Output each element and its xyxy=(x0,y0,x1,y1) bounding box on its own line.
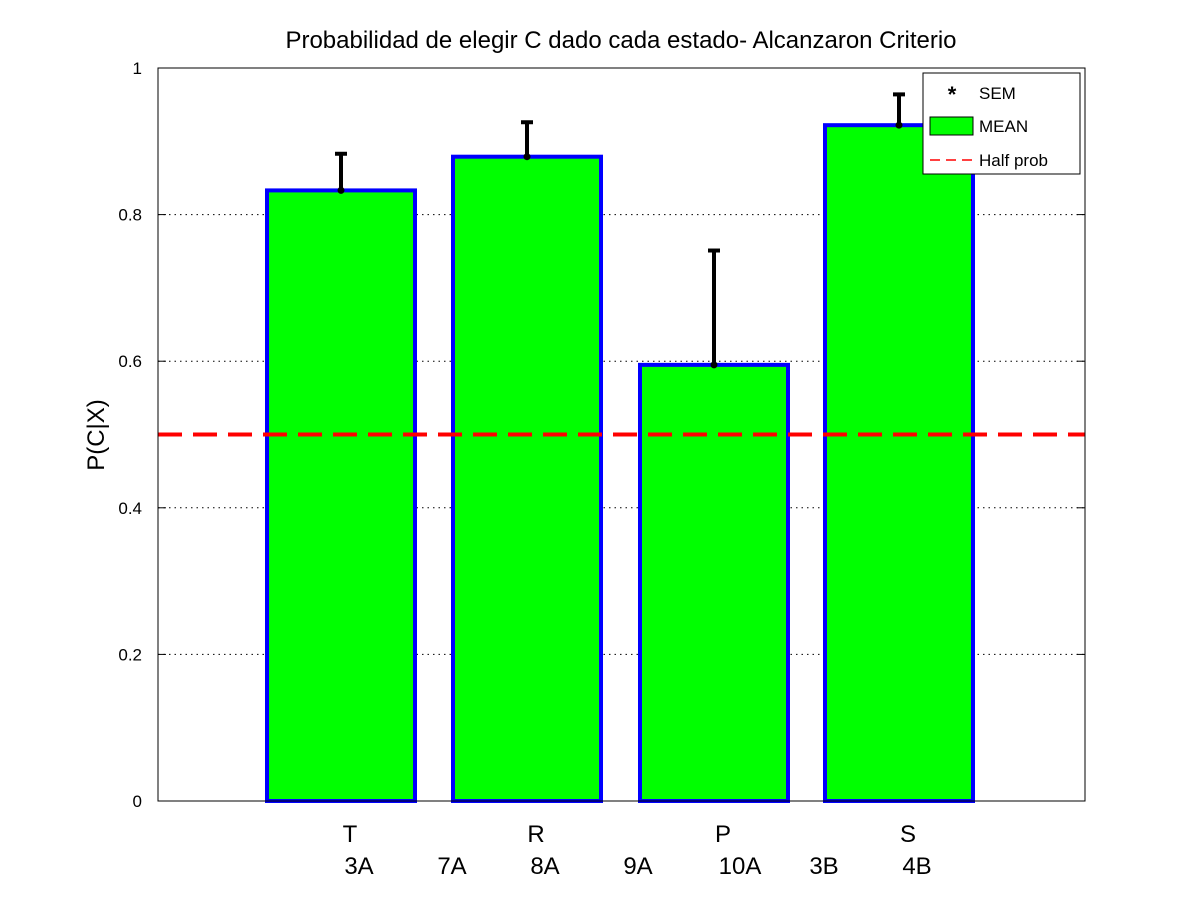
x-sub-label: 8A xyxy=(530,853,559,880)
y-tick-label: 0.4 xyxy=(118,499,142,518)
error-bar-marker xyxy=(895,121,903,129)
x-sub-label: 4B xyxy=(902,853,931,880)
x-sub-label: 3B xyxy=(809,853,838,880)
y-tick-label: 0 xyxy=(133,792,142,811)
bar xyxy=(265,188,417,803)
y-tick-label: 0.8 xyxy=(118,206,142,225)
x-sub-label: 3A xyxy=(344,853,373,880)
x-category-label: R xyxy=(527,821,544,848)
x-sub-label: 10A xyxy=(719,853,762,880)
legend-sem-marker: * xyxy=(948,82,957,107)
chart-title: Probabilidad de elegir C dado cada estad… xyxy=(285,27,956,54)
legend-label: Half prob xyxy=(979,151,1048,170)
error-bar-marker xyxy=(710,361,718,369)
x-sub-labels: 3A 7A 8A 9A 10A 3B 4B xyxy=(344,853,931,880)
error-bars-layer xyxy=(335,92,905,369)
legend: * SEM MEAN Half prob xyxy=(922,72,1081,175)
legend-label: MEAN xyxy=(979,117,1028,136)
x-sub-label: 7A xyxy=(437,853,466,880)
plot-frame xyxy=(157,67,1086,802)
y-tick-label: 0.6 xyxy=(118,352,142,371)
bar xyxy=(823,123,975,803)
bar xyxy=(638,362,790,803)
x-sub-label: 9A xyxy=(623,853,652,880)
y-tick-label: 0.2 xyxy=(118,645,142,664)
x-category-label: P xyxy=(715,821,731,848)
error-bar-marker xyxy=(337,186,345,194)
x-category-label: T xyxy=(343,821,358,848)
x-category-label: S xyxy=(900,821,916,848)
y-tick-label: 1 xyxy=(133,59,142,78)
y-axis-label: P(C|X) xyxy=(83,399,110,471)
bar xyxy=(451,154,603,803)
legend-label: SEM xyxy=(979,84,1016,103)
error-bar-marker xyxy=(523,153,531,161)
legend-mean-patch xyxy=(929,116,974,136)
